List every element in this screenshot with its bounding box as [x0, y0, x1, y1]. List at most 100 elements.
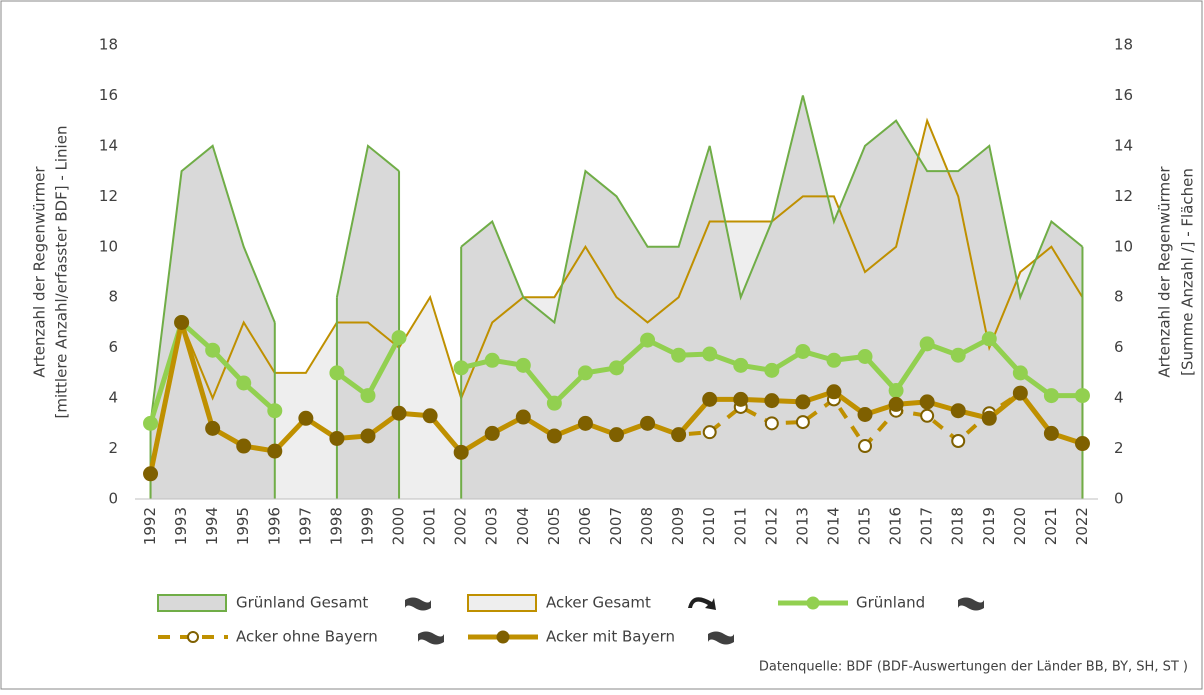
marker: [950, 403, 966, 419]
y-tick-label: 8: [108, 288, 118, 306]
marker: [888, 396, 904, 412]
marker: [857, 348, 873, 364]
y-tick-label: 18: [99, 36, 118, 54]
legend-label: Acker ohne Bayern: [236, 628, 378, 646]
y2-tick-label: 18: [1114, 36, 1133, 54]
area-line: [460, 95, 1084, 325]
marker: [950, 347, 966, 363]
marker: [888, 383, 904, 399]
x-tick-label: 1993: [172, 507, 190, 545]
y2-tick-label: 16: [1114, 86, 1133, 104]
x-tick-label: 2011: [731, 507, 749, 545]
x-tick-label: 2009: [669, 507, 687, 545]
x-tick-label: 2022: [1073, 507, 1091, 545]
legend-label: Grünland Gesamt: [236, 594, 368, 612]
marker: [1012, 385, 1028, 401]
marker: [515, 409, 531, 425]
x-tick-label: 1997: [296, 507, 314, 545]
x-tick-label: 2017: [918, 507, 936, 545]
marker: [1043, 425, 1059, 441]
x-tick-label: 2006: [576, 507, 594, 545]
marker: [546, 395, 562, 411]
marker: [919, 336, 935, 352]
y2-tick-label: 10: [1114, 237, 1133, 255]
y2-axis-label: [Summe Anzahl /] - Flächen: [1179, 168, 1197, 376]
marker: [577, 415, 593, 431]
legend-icon: [688, 597, 716, 610]
marker: [360, 428, 376, 444]
x-tick-label: 2021: [1042, 507, 1060, 545]
marker: [143, 466, 159, 482]
marker: [391, 405, 407, 421]
marker: [546, 428, 562, 444]
area-line: [149, 117, 1084, 474]
marker: [453, 444, 469, 460]
y-tick-label: 12: [99, 187, 118, 205]
y-tick-label: 14: [99, 136, 118, 154]
y-tick-label: 2: [108, 439, 118, 457]
marker: [1012, 365, 1028, 381]
source-note: Datenquelle: BDF (BDF-Auswertungen der L…: [759, 660, 1188, 675]
marker: [267, 403, 283, 419]
x-tick-label: 2020: [1011, 507, 1029, 545]
x-tick-label: 2012: [762, 507, 780, 545]
legend-marker: [806, 596, 820, 610]
marker: [1043, 388, 1059, 404]
marker: [205, 342, 221, 358]
marker: [951, 433, 966, 448]
legend-marker: [187, 631, 199, 643]
y2-tick-label: 12: [1114, 187, 1133, 205]
x-tick-label: 1994: [203, 507, 221, 545]
x-tick-label: 2018: [949, 507, 967, 545]
plot-area: [135, 95, 1098, 500]
marker: [1074, 388, 1090, 404]
y-tick-label: 6: [108, 338, 118, 356]
x-tick-label: 2014: [824, 507, 842, 545]
y-tick-label: 10: [99, 237, 118, 255]
x-tick-label: 2000: [390, 507, 408, 545]
marker: [484, 352, 500, 368]
marker: [919, 394, 935, 410]
legend-marker: [496, 630, 510, 644]
legend: Grünland Gesamt Acker Gesamt Grünland Acker…: [157, 594, 984, 646]
marker: [857, 407, 873, 423]
y-axis-label: Artenzahl der Regenwürmer: [31, 166, 49, 378]
marker: [981, 410, 997, 426]
marker: [298, 410, 314, 426]
y2-tick-label: 4: [1114, 389, 1124, 407]
x-tick-label: 1995: [234, 507, 252, 545]
marker: [920, 408, 935, 423]
marker: [329, 430, 345, 446]
legend-label: Acker Gesamt: [546, 594, 651, 612]
marker: [422, 408, 438, 424]
marker: [702, 425, 717, 440]
legend-icon: [958, 597, 984, 611]
x-tick-label: 2010: [700, 507, 718, 545]
area-line: [335, 144, 400, 298]
marker: [702, 346, 718, 362]
y2-tick-label: 14: [1114, 136, 1133, 154]
legend-icon: [405, 597, 431, 611]
marker: [236, 438, 252, 454]
marker: [391, 330, 407, 346]
x-tick-label: 2008: [638, 507, 656, 545]
marker: [826, 384, 842, 400]
x-tick-label: 2007: [607, 507, 625, 545]
legend-swatch: [157, 594, 227, 612]
marker: [858, 439, 873, 454]
y2-tick-label: 6: [1114, 338, 1124, 356]
marker: [733, 357, 749, 373]
marker: [329, 365, 345, 381]
y-tick-label: 4: [108, 389, 118, 407]
y2-axis-label: Artenzahl der Regenwürmer: [1156, 166, 1174, 378]
x-tick-label: 2019: [980, 507, 998, 545]
area-line: [149, 144, 276, 424]
marker: [764, 362, 780, 378]
legend-swatch: [467, 594, 537, 612]
legend-icon: [418, 631, 444, 645]
y-tick-label: 0: [108, 490, 118, 508]
marker: [671, 427, 687, 443]
marker: [981, 331, 997, 347]
x-tick-label: 2004: [514, 507, 532, 545]
x-tick-label: 1992: [141, 507, 159, 545]
